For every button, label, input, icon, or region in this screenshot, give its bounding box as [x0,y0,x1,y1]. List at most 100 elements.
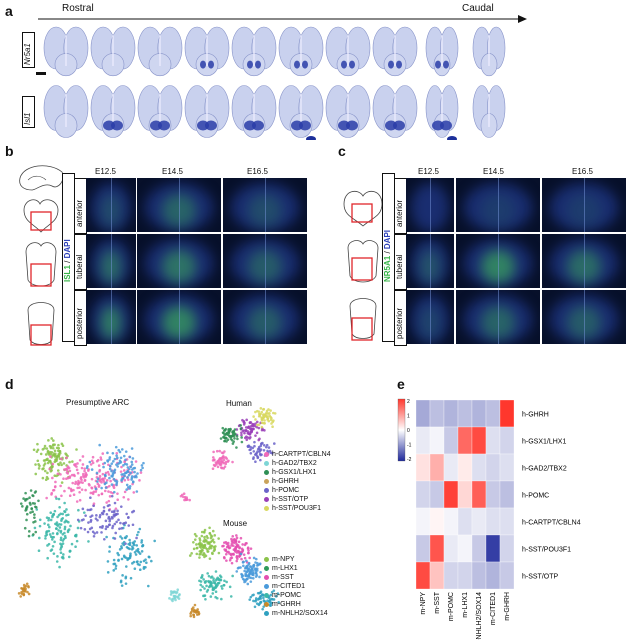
umap-point [237,540,241,544]
umap-point [84,514,87,517]
umap-point [138,552,142,555]
umap-point [24,498,28,501]
umap-point [213,464,217,468]
umap-point [243,569,246,573]
umap-point [262,448,266,452]
heatmap-cell [471,399,487,428]
umap-point [229,553,233,557]
umap-point [43,462,47,465]
umap-point [70,542,74,546]
umap-point [147,584,150,588]
heatmap-cell [485,426,501,455]
heatmap-row-label: h-GAD2/TBX2 [522,466,567,473]
umap-point [94,517,98,520]
umap-point [195,534,198,538]
umap-point [118,450,122,454]
umap-point [192,547,196,551]
umap-point [36,459,40,463]
mouse-legend: m-NPY m-LHX1 m-SST m-CITED1 m-POMC m-GHRH m-NH… [264,555,328,618]
umap-point [232,552,235,556]
umap-point [141,544,144,548]
umap-point [92,504,95,508]
umap-point [65,508,68,511]
umap-title-mouse: Mouse [223,519,248,528]
umap-point [188,498,191,502]
umap-point [60,463,63,467]
umap-point [54,480,57,484]
umap-point [240,440,244,444]
umap-point [131,547,135,550]
c-dapi-glow [550,295,618,344]
umap-point [207,547,211,550]
umap-point [63,501,66,505]
umap-point [37,467,41,470]
stain-label-b: ISL1 / DAPI [63,239,72,282]
combined-cluster-ghrh [17,582,31,598]
mouse-legend-item: m-NPY [264,555,328,564]
umap-point [71,460,74,463]
umap-point [233,437,236,440]
umap-point [243,556,247,560]
umap-point [170,598,173,601]
legend-label: h-GAD2/TBX2 [272,460,317,467]
umap-point [249,445,252,449]
umap-point [127,498,130,501]
stain-sep-b: / [63,258,72,266]
umap-point [35,450,39,453]
umap-point [98,443,101,447]
b-micrograph-r0-c2 [223,178,307,232]
umap-point [32,448,36,452]
umap-point [217,537,220,540]
umap-point [269,602,272,606]
legend-swatch [264,584,269,589]
umap-point [251,446,255,450]
heatmap-cell [415,426,431,455]
umap-point [224,456,228,459]
umap-point [89,496,92,500]
umap-point [189,612,192,615]
umap-point [105,535,108,539]
c-midline [430,290,431,344]
umap-point [56,454,60,458]
umap-point [52,453,55,457]
umap-point [266,418,269,421]
umap-point [239,552,243,556]
umap-point [246,430,250,433]
umap-point [209,584,212,588]
umap-point [231,430,234,434]
heatmap-cell [415,480,431,509]
umap-point [91,530,95,534]
umap-point [27,534,31,538]
section-row0-0 [43,26,89,77]
umap-point [43,446,46,450]
umap-point [127,473,131,477]
umap-point [110,510,114,513]
umap-point [111,526,114,530]
legend-swatch [264,593,269,598]
umap-point [217,551,221,555]
umap-point [33,526,37,530]
umap-point [264,445,268,449]
umap-point [231,574,234,578]
umap-point [254,571,258,575]
heatmap-cell [499,561,515,590]
umap-point [74,482,77,485]
umap-point [200,530,204,534]
legend-swatch [264,611,269,616]
umap-point [110,462,114,465]
umap-point [50,538,54,541]
umap-point [227,428,230,432]
umap-point [47,518,50,522]
heatmap-cell [457,399,473,428]
section-row0-4 [231,26,277,77]
umap-point [83,528,87,531]
umap-point [98,515,102,519]
b-region-posterior-text: posterior [75,307,84,339]
umap-point [96,480,99,483]
heatmap-cell [429,534,445,563]
umap-point [114,531,118,535]
umap-point [81,455,85,458]
umap-point [139,471,143,474]
umap-point [214,570,218,573]
umap-point [227,459,230,463]
